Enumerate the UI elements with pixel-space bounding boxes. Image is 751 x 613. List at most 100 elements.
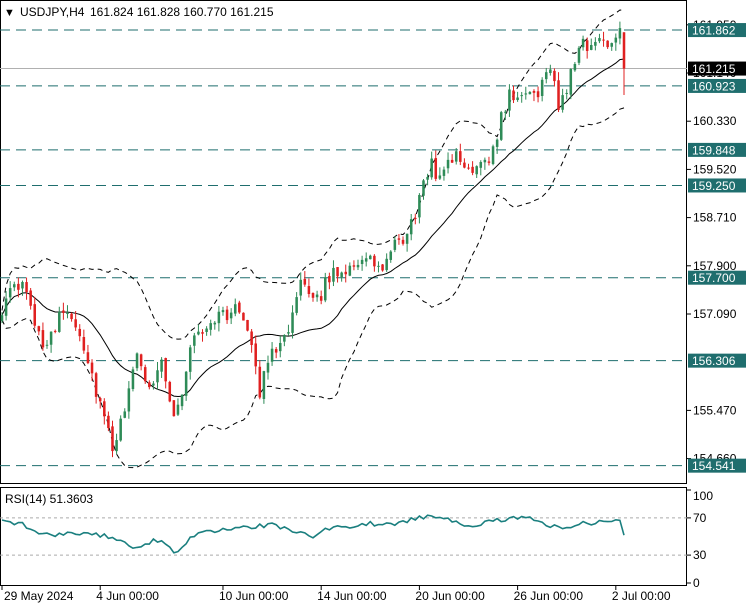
- candle-body: [450, 159, 454, 163]
- candle-body: [225, 309, 229, 321]
- rsi-indicator: 100 70 30 0: [0, 489, 713, 590]
- candle-body: [594, 41, 597, 46]
- candle-body: [98, 398, 102, 402]
- candle-body: [344, 271, 348, 275]
- chart-symbol-title: USDJPY,H4: [20, 5, 85, 19]
- level-price-box: [688, 178, 746, 193]
- collapse-arrow-icon[interactable]: ▼: [4, 7, 15, 19]
- time-tick-label: 4 Jun 00:00: [96, 589, 159, 603]
- candle-body: [111, 426, 114, 452]
- candle-body: [58, 311, 61, 332]
- candle-body: [487, 161, 491, 163]
- candle-body: [135, 353, 139, 369]
- candle-body: [409, 219, 413, 235]
- candle-body: [139, 354, 143, 367]
- candle-body: [602, 39, 605, 41]
- candle-body: [303, 278, 307, 285]
- candle-body: [152, 383, 155, 386]
- candle-body: [164, 358, 167, 382]
- candle-body: [176, 404, 180, 415]
- candle-body: [577, 47, 581, 63]
- candle-body: [119, 418, 122, 441]
- candle-body: [221, 310, 225, 313]
- candle-body: [332, 267, 335, 282]
- candle-body: [532, 90, 536, 93]
- candle-body: [569, 69, 573, 95]
- candle-body: [549, 69, 552, 74]
- candle-body: [540, 79, 544, 96]
- level-price-label: 154.541: [692, 459, 736, 473]
- candle-body: [17, 283, 20, 290]
- rsi-pane-frame: [0, 487, 687, 586]
- candle-body: [385, 258, 388, 271]
- candle-body: [86, 352, 90, 364]
- candle-body: [438, 175, 442, 179]
- candle-body: [41, 330, 45, 348]
- candle-body: [389, 251, 393, 260]
- level-price-label: 160.923: [692, 79, 736, 93]
- candle-body: [585, 40, 589, 51]
- candle-body: [405, 233, 409, 244]
- candle-body: [544, 72, 548, 80]
- candle-body: [262, 371, 266, 399]
- candle-body: [299, 279, 302, 296]
- candle-body: [283, 334, 286, 342]
- level-price-label: 159.250: [692, 179, 736, 193]
- candle-body: [610, 43, 613, 47]
- level-price-label: 157.700: [692, 271, 736, 285]
- candle-body: [278, 342, 282, 352]
- level-price-box: [688, 78, 746, 93]
- candle-body: [536, 91, 540, 98]
- candle-body: [520, 95, 523, 97]
- candle-body: [422, 180, 425, 196]
- candle-body: [266, 362, 270, 373]
- candle-body: [581, 38, 585, 48]
- candle-body: [25, 282, 28, 292]
- candle-body: [553, 70, 556, 82]
- rsi-tick-label: 0: [693, 576, 700, 590]
- time-tick-label: 29 May 2024: [4, 589, 74, 603]
- candle-body: [66, 312, 69, 315]
- candle-body: [377, 265, 380, 267]
- candle-body: [434, 158, 438, 179]
- candle-body: [364, 258, 368, 262]
- candle-body: [336, 267, 339, 277]
- level-price-box: [688, 23, 746, 38]
- current-price-label: 161.215: [692, 62, 736, 76]
- candle-body: [103, 401, 106, 417]
- level-price-box: [688, 458, 746, 473]
- time-axis: 29 May 2024 4 Jun 00:00 10 Jun 00:00 14 Jun…: [1, 586, 671, 603]
- candle-body: [508, 89, 511, 111]
- candle-body: [115, 440, 118, 452]
- level-price-box: [688, 270, 746, 285]
- candle-body: [82, 337, 86, 351]
- candle-body: [479, 162, 483, 168]
- candle-body: [250, 331, 253, 346]
- candle-body: [381, 264, 384, 271]
- price-tick-label: 159.520: [693, 162, 737, 176]
- candle-body: [426, 176, 429, 180]
- candle-body: [4, 298, 8, 316]
- candle-body: [340, 272, 343, 278]
- candle-body: [90, 362, 94, 374]
- candle-body: [160, 359, 163, 372]
- candle-body: [463, 162, 466, 168]
- candle-body: [401, 239, 405, 244]
- time-tick-label: 20 Jun 00:00: [415, 589, 485, 603]
- candle-body: [467, 167, 470, 169]
- candle-body: [499, 112, 503, 140]
- candle-body: [242, 312, 245, 321]
- time-tick-label: 10 Jun 00:00: [219, 589, 289, 603]
- level-price-label: 156.306: [692, 354, 736, 368]
- candle-body: [504, 111, 507, 113]
- candle-body: [324, 277, 327, 301]
- rsi-tick-label: 100: [693, 489, 713, 503]
- current-price-box: [688, 61, 746, 76]
- level-price-box: [688, 142, 746, 157]
- candle-body: [209, 323, 212, 330]
- candle-body: [565, 92, 568, 94]
- candle-body: [33, 304, 37, 326]
- candle-body: [74, 319, 77, 328]
